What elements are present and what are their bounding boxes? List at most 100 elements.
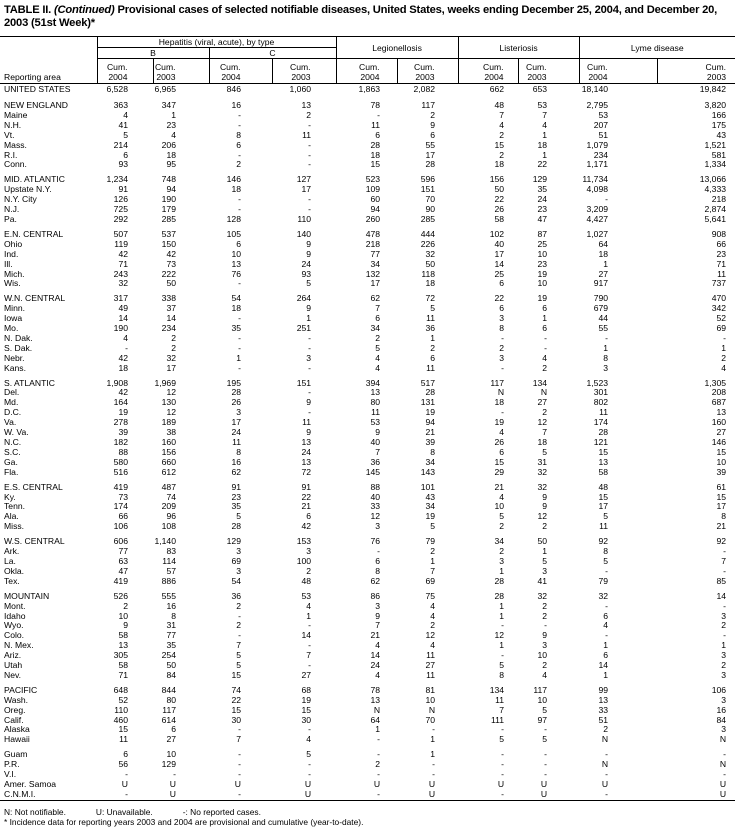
cell-value: 3	[375, 600, 381, 611]
cell-value: 4	[499, 119, 505, 130]
cell-value: 2	[236, 600, 241, 611]
cell-value: 13	[118, 640, 128, 651]
cell-value: 292	[113, 213, 128, 224]
cell-value: 2,082	[397, 83, 459, 96]
cell-value: 285	[161, 213, 176, 224]
table-row: Ind. 42 42 10 9 77 32 17 10 18 23	[0, 248, 735, 260]
cell-value: -	[308, 407, 312, 418]
cell-value: 208	[711, 387, 727, 398]
cell-value: 1	[430, 555, 436, 566]
cell-value: 21	[370, 630, 381, 641]
cell-value: 844	[161, 684, 176, 695]
cell-value: 30	[301, 714, 312, 725]
cell-value: 13	[598, 694, 609, 705]
cell-value: 9	[306, 238, 312, 249]
table-row: Guam 6 10 - 5 - 1 - - - -	[0, 749, 735, 760]
cell-value: 14	[716, 590, 727, 601]
cell-value: 251	[296, 323, 312, 334]
cell-value: 394	[365, 377, 381, 388]
cell-value: 51	[598, 129, 609, 140]
cell-value: 4	[375, 669, 381, 680]
cell-value: 79	[598, 575, 609, 586]
cum-label: Cum.	[586, 62, 608, 72]
cell-value: 4	[306, 600, 312, 611]
table-row: Fla. 516 612 62 72 145 143 29 32 58 39	[0, 467, 735, 478]
cell-value: 58	[118, 630, 128, 641]
cell-value: 2	[542, 407, 548, 418]
area-name: Amer. Samoa	[4, 779, 57, 789]
table-title: TABLE II. (Continued) Provisional cases …	[4, 4, 732, 30]
cell-value: 537	[161, 228, 176, 239]
cell-value: 4	[499, 491, 505, 502]
cell-value: 23	[716, 248, 727, 259]
cell-value: 17	[598, 501, 609, 512]
cell-value: -	[432, 724, 436, 735]
cell-value: 4	[430, 640, 436, 651]
cell-value: -	[377, 109, 381, 120]
cell-value: 1,060	[272, 83, 337, 96]
cell-value: 317	[113, 293, 128, 304]
cell-value: 3	[721, 610, 727, 621]
cell-value: -	[458, 789, 519, 801]
cell-value: -	[377, 749, 381, 760]
cell-value: 1,523	[586, 377, 609, 388]
year-label: 2003	[706, 72, 727, 82]
cell-value: 11,734	[582, 174, 609, 185]
area-name: Ky.	[4, 491, 16, 502]
cell-value: 48	[598, 481, 609, 492]
cell-value: 13	[231, 258, 241, 269]
cell-value: 2,874	[704, 204, 727, 215]
cum-column-header: Cum. 2003	[517, 58, 580, 84]
table-row: Okla. 47 57 3 2 8 7 1 3 - -	[0, 566, 735, 577]
area-name: Hawaii	[4, 734, 30, 745]
cell-value: 3	[721, 694, 727, 705]
cell-value: 118	[421, 268, 436, 279]
cell-value: 34	[425, 501, 436, 512]
cell-value: 3	[375, 521, 381, 532]
cell-value: 11	[426, 313, 436, 324]
cum-column-header: Cum. 2003	[152, 58, 209, 84]
table-row: Wis. 32 50 - 5 17 18 6 10 917 737	[0, 279, 735, 289]
cell-value: 14	[166, 313, 176, 324]
cell-value: -	[377, 734, 381, 745]
cell-value: 10	[716, 456, 727, 467]
cell-value: 128	[226, 213, 241, 224]
table-row: Ga. 580 660 16 13 36 34 15 31 13 10	[0, 456, 735, 468]
cell-value: 32	[537, 481, 548, 492]
cell-value: -	[238, 724, 241, 735]
cell-value: 22	[494, 194, 505, 205]
cell-value: 40	[370, 491, 381, 502]
table-row: Nev. 71 84 15 27 4 11 8 4 1 3	[0, 669, 735, 681]
cell-value: -	[238, 204, 241, 215]
cell-value: 129	[161, 759, 176, 770]
cell-value: 6	[430, 352, 436, 363]
cell-value: 3	[306, 546, 312, 557]
cell-value: 106	[711, 684, 727, 695]
cum-label: Cum.	[106, 62, 128, 72]
cell-value: 526	[113, 590, 128, 601]
cell-value: 487	[161, 481, 176, 492]
cell-value: 18	[231, 303, 241, 314]
area-name: Guam	[4, 749, 28, 760]
cell-value: 13	[370, 387, 381, 398]
cell-value: 94	[425, 417, 436, 428]
cell-value: 470	[711, 293, 727, 304]
cell-value: 18	[118, 362, 128, 373]
area-name: Mich.	[4, 268, 25, 279]
cell-value: 1	[236, 352, 241, 363]
cell-value: 6	[499, 303, 505, 314]
cell-value: 4	[375, 640, 381, 651]
cell-value: U	[304, 779, 312, 789]
area-name: Tenn.	[4, 501, 26, 512]
cell-value: 69	[716, 323, 727, 334]
cell-value: 94	[370, 204, 381, 215]
cell-value: -	[308, 362, 312, 373]
cell-value: 156	[489, 174, 505, 185]
cell-value: 4	[123, 109, 128, 120]
cell-value: 7	[375, 620, 381, 631]
cell-value: 6	[236, 238, 241, 249]
area-name: Nev.	[4, 669, 22, 680]
cell-value: 19,842	[657, 83, 735, 96]
cell-value: 25	[494, 268, 505, 279]
table-row: Ariz. 305 254 5 7 14 11 - 10 6 3	[0, 650, 735, 661]
